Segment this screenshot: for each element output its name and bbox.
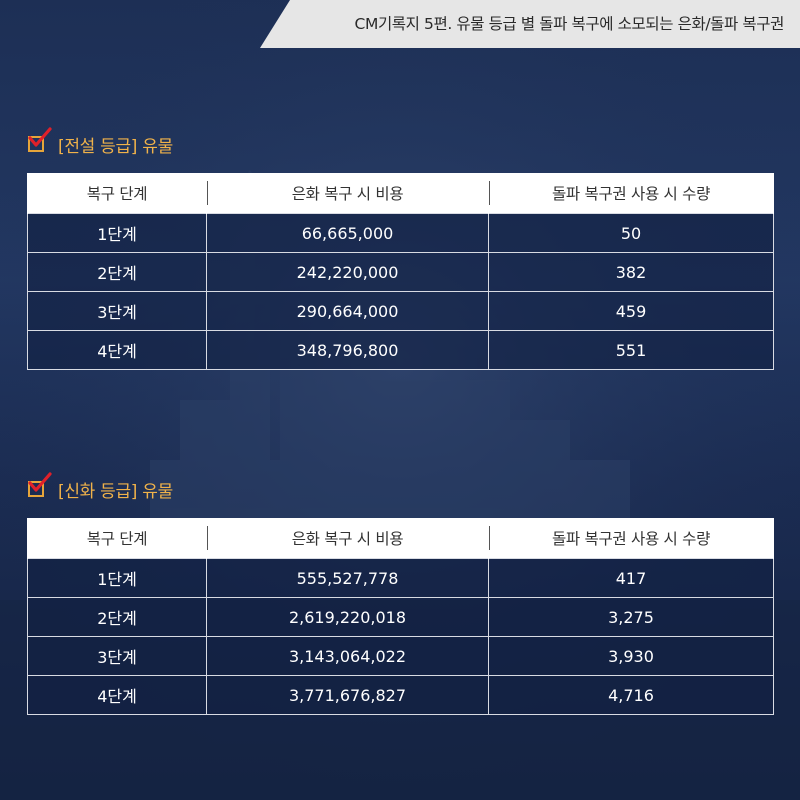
column-header-silver-cost: 은화 복구 시 비용 — [206, 173, 489, 214]
checkbox-checked-icon — [26, 472, 54, 503]
cell-stage: 4단계 — [27, 330, 207, 370]
column-header-stage: 복구 단계 — [27, 173, 207, 214]
section-heading-legendary: [전설 등급] 유물 — [26, 127, 173, 158]
cell-ticket-count: 4,716 — [488, 675, 774, 715]
legendary-restore-table: 복구 단계 은화 복구 시 비용 돌파 복구권 사용 시 수량 1단계 66,6… — [27, 173, 774, 370]
cell-stage: 3단계 — [27, 636, 207, 676]
cell-silver-cost: 242,220,000 — [206, 252, 489, 292]
cell-stage: 2단계 — [27, 597, 207, 637]
table-header-row: 복구 단계 은화 복구 시 비용 돌파 복구권 사용 시 수량 — [27, 173, 774, 214]
column-header-ticket-count: 돌파 복구권 사용 시 수량 — [488, 518, 774, 559]
column-header-ticket-count: 돌파 복구권 사용 시 수량 — [488, 173, 774, 214]
table-row: 1단계 555,527,778 417 — [27, 558, 774, 598]
section-title: [신화 등급] 유물 — [58, 481, 173, 502]
cell-silver-cost: 2,619,220,018 — [206, 597, 489, 637]
checkbox-checked-icon — [26, 127, 54, 158]
cell-ticket-count: 382 — [488, 252, 774, 292]
cell-silver-cost: 290,664,000 — [206, 291, 489, 331]
column-header-stage: 복구 단계 — [27, 518, 207, 559]
cell-ticket-count: 417 — [488, 558, 774, 598]
cell-silver-cost: 555,527,778 — [206, 558, 489, 598]
table-row: 2단계 2,619,220,018 3,275 — [27, 597, 774, 637]
section-title: [전설 등급] 유물 — [58, 136, 173, 157]
cell-silver-cost: 3,143,064,022 — [206, 636, 489, 676]
cell-ticket-count: 551 — [488, 330, 774, 370]
cell-stage: 1단계 — [27, 558, 207, 598]
cell-stage: 4단계 — [27, 675, 207, 715]
cell-silver-cost: 66,665,000 — [206, 213, 489, 253]
section-heading-mythic: [신화 등급] 유물 — [26, 472, 173, 503]
page-title: CM기록지 5편. 유물 등급 별 돌파 복구에 소모되는 은화/돌파 복구권 — [354, 15, 785, 33]
table-row: 3단계 3,143,064,022 3,930 — [27, 636, 774, 676]
cell-ticket-count: 459 — [488, 291, 774, 331]
cell-silver-cost: 348,796,800 — [206, 330, 489, 370]
column-header-silver-cost: 은화 복구 시 비용 — [206, 518, 489, 559]
cell-stage: 2단계 — [27, 252, 207, 292]
table-row: 1단계 66,665,000 50 — [27, 213, 774, 253]
cell-stage: 3단계 — [27, 291, 207, 331]
cell-ticket-count: 50 — [488, 213, 774, 253]
top-banner: CM기록지 5편. 유물 등급 별 돌파 복구에 소모되는 은화/돌파 복구권 — [0, 0, 800, 48]
banner-shape — [260, 0, 800, 48]
table-row: 2단계 242,220,000 382 — [27, 252, 774, 292]
table-row: 4단계 3,771,676,827 4,716 — [27, 675, 774, 715]
table-header-row: 복구 단계 은화 복구 시 비용 돌파 복구권 사용 시 수량 — [27, 518, 774, 559]
cell-ticket-count: 3,275 — [488, 597, 774, 637]
cell-silver-cost: 3,771,676,827 — [206, 675, 489, 715]
table-row: 4단계 348,796,800 551 — [27, 330, 774, 370]
mythic-restore-table: 복구 단계 은화 복구 시 비용 돌파 복구권 사용 시 수량 1단계 555,… — [27, 518, 774, 715]
cell-stage: 1단계 — [27, 213, 207, 253]
cell-ticket-count: 3,930 — [488, 636, 774, 676]
table-row: 3단계 290,664,000 459 — [27, 291, 774, 331]
